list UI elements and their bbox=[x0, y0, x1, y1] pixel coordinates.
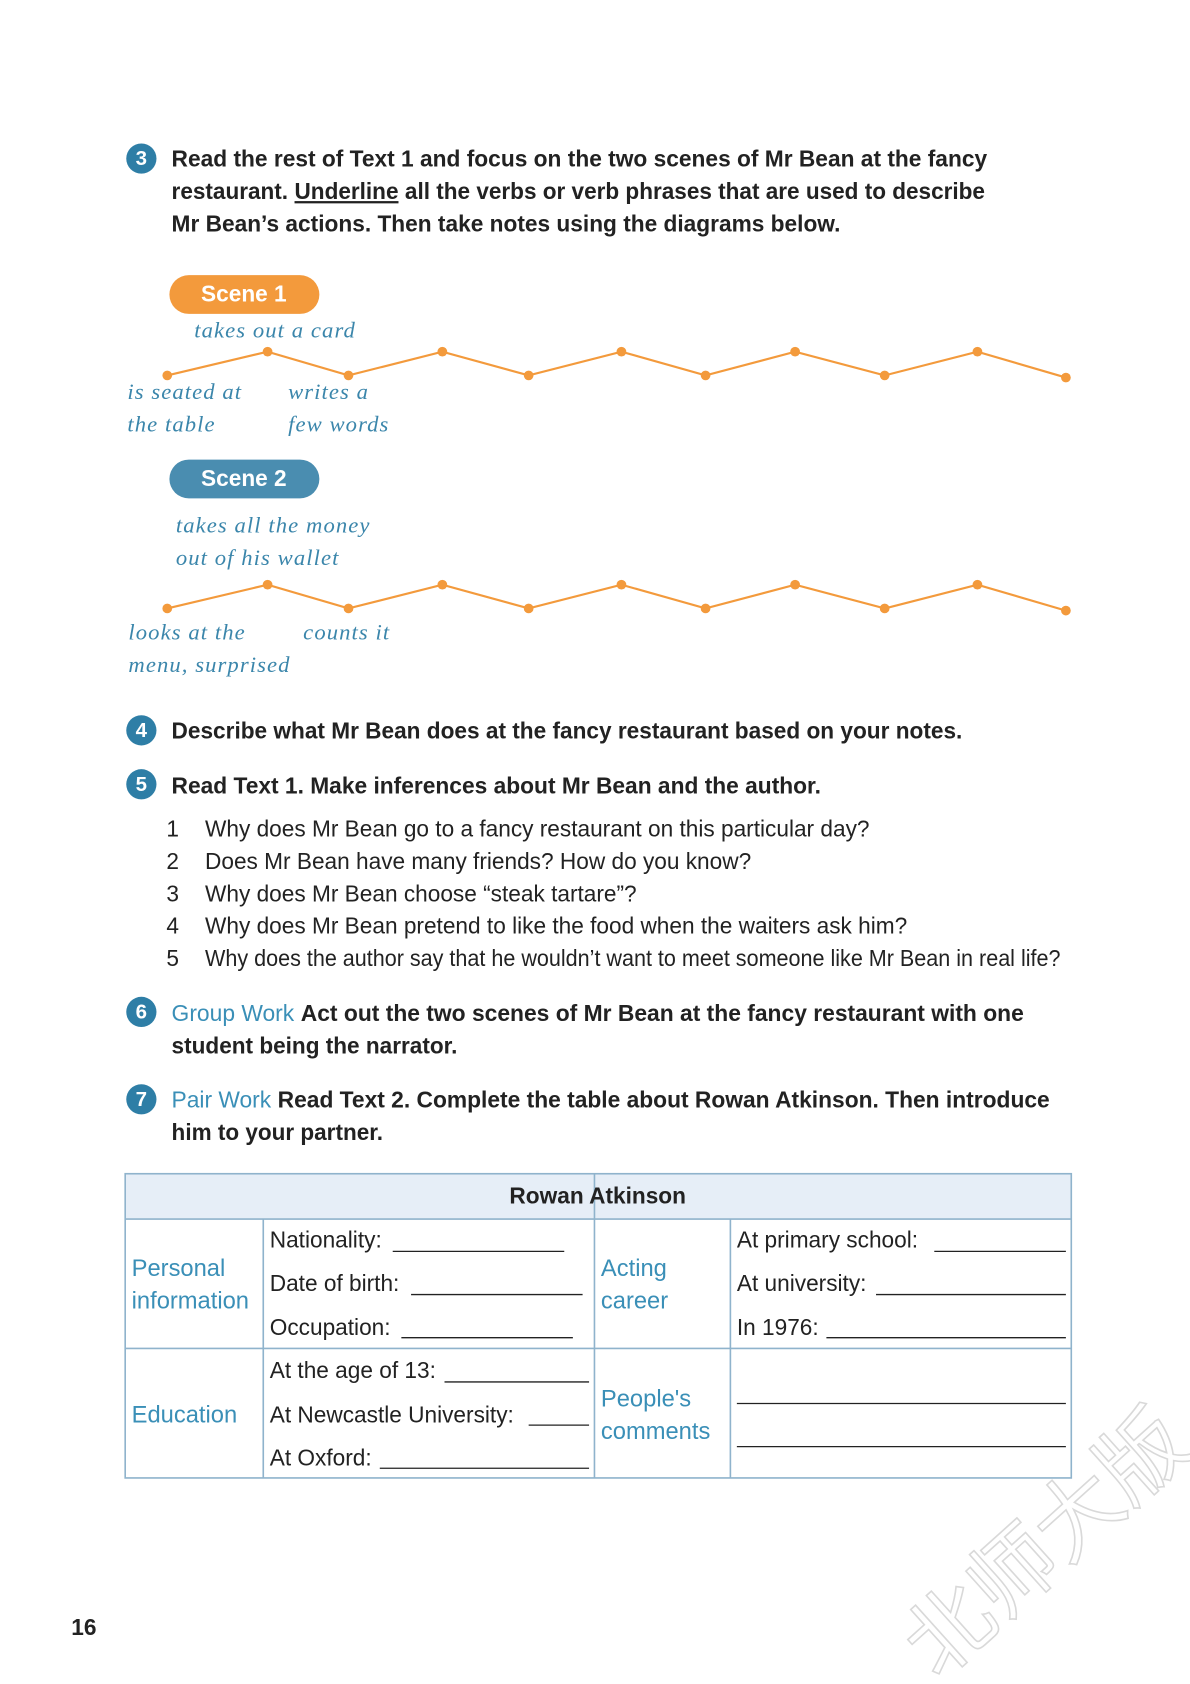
scene-label: Scene 1 bbox=[201, 281, 287, 307]
text-part: all the verbs or verb phrases that are u… bbox=[405, 178, 985, 204]
task-badge bbox=[126, 996, 157, 1028]
task-number: 7 bbox=[136, 1088, 147, 1111]
timeline bbox=[162, 346, 1071, 383]
question-text: Why does the author say that he wouldn’t… bbox=[205, 945, 1060, 971]
text-part: Act out the two scenes of Mr Bean at the… bbox=[301, 1000, 1024, 1026]
task-text: Read the rest of Text 1 and focus on the… bbox=[172, 146, 988, 172]
note: takes out a card bbox=[194, 317, 356, 342]
table bbox=[124, 1172, 1073, 1479]
question-text: Why does Mr Bean choose “steak tartare”? bbox=[205, 880, 637, 906]
activity-label: Group Work bbox=[172, 1000, 295, 1026]
question-number: 5 bbox=[166, 945, 179, 971]
row-heading: Personal bbox=[132, 1256, 226, 1282]
task-text: Describe what Mr Bean does at the fancy … bbox=[172, 717, 963, 743]
row-heading: career bbox=[601, 1288, 668, 1314]
task-badge bbox=[126, 715, 157, 746]
row-heading: Education bbox=[132, 1403, 238, 1429]
field-label: At the age of 13: bbox=[270, 1357, 436, 1383]
task-number: 6 bbox=[136, 1000, 147, 1023]
scene-label-bg bbox=[169, 459, 320, 499]
task-text: student being the narrator. bbox=[172, 1032, 458, 1058]
field-label: At Newcastle University: bbox=[270, 1401, 514, 1427]
field-label: At university: bbox=[737, 1270, 867, 1296]
note: counts it bbox=[303, 620, 390, 645]
activity-label: Pair Work bbox=[172, 1086, 272, 1112]
note: few words bbox=[288, 411, 389, 436]
task-number: 3 bbox=[136, 147, 147, 170]
timeline bbox=[162, 579, 1071, 616]
question-number: 3 bbox=[166, 880, 179, 906]
task-text: restaurant. Underline all the verbs or ver… bbox=[172, 178, 985, 204]
note: out of his wallet bbox=[176, 545, 340, 570]
task-text: Mr Bean’s actions. Then take notes using… bbox=[172, 210, 841, 236]
task-badge bbox=[126, 1084, 157, 1115]
task-number: 4 bbox=[136, 719, 148, 742]
field-label: At Oxford: bbox=[270, 1445, 372, 1471]
field-label: In 1976: bbox=[737, 1314, 819, 1340]
question-number: 1 bbox=[166, 816, 179, 842]
note: menu, surprised bbox=[128, 652, 290, 677]
task-badge bbox=[126, 143, 157, 174]
watermark: 北师大版 bbox=[885, 1391, 1190, 1684]
question-text: Does Mr Bean have many friends? How do y… bbox=[205, 848, 751, 874]
scene-label-bg bbox=[169, 275, 320, 314]
question-list: 1 Why does Mr Bean go to a fancy restaura… bbox=[166, 816, 1060, 971]
field-label: Occupation: bbox=[270, 1314, 391, 1340]
underlined-word: Underline bbox=[295, 178, 399, 204]
question-number: 2 bbox=[166, 848, 179, 874]
text-part: Read Text 2. Complete the table about Ro… bbox=[278, 1086, 1050, 1112]
row-heading: People's bbox=[601, 1387, 691, 1413]
note: writes a bbox=[288, 379, 369, 404]
note: the table bbox=[127, 411, 215, 436]
note: takes all the money bbox=[176, 513, 371, 538]
note: looks at the bbox=[128, 620, 245, 645]
task-text: Group Work Act out the two scenes of Mr B… bbox=[172, 1000, 1024, 1026]
question-number: 4 bbox=[166, 913, 179, 939]
task-number: 5 bbox=[136, 773, 147, 796]
field-label: Date of birth: bbox=[270, 1270, 400, 1296]
row-heading: Acting bbox=[601, 1256, 667, 1282]
page-number: 16 bbox=[71, 1614, 96, 1640]
task-text: Pair Work Read Text 2. Complete the table… bbox=[172, 1086, 1050, 1112]
text-part: restaurant. bbox=[172, 178, 289, 204]
row-heading: comments bbox=[601, 1419, 710, 1445]
scene-label: Scene 2 bbox=[201, 465, 287, 491]
task-badge bbox=[126, 769, 157, 800]
field-label: At primary school: bbox=[737, 1227, 918, 1253]
note: is seated at bbox=[127, 379, 242, 404]
table-title: Rowan Atkinson bbox=[509, 1182, 686, 1208]
question-text: Why does Mr Bean pretend to like the foo… bbox=[205, 913, 907, 939]
field-label: Nationality: bbox=[270, 1227, 382, 1253]
task-text: him to your partner. bbox=[172, 1119, 383, 1145]
question-text: Why does Mr Bean go to a fancy restauran… bbox=[205, 816, 869, 842]
row-heading: information bbox=[132, 1288, 249, 1314]
task-text: Read Text 1. Make inferences about Mr Be… bbox=[172, 773, 821, 799]
